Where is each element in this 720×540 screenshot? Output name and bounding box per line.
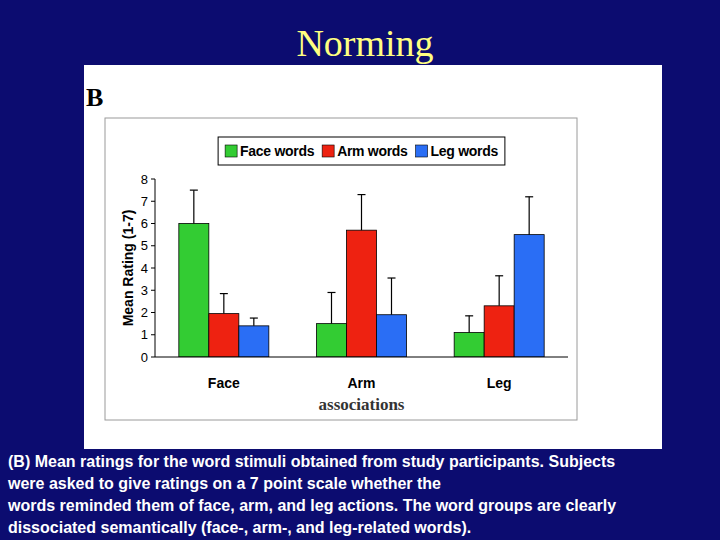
x-tick-label: Face [208, 375, 240, 391]
error-cap [495, 275, 503, 276]
legend-label: Leg words [431, 143, 499, 159]
y-tick-label: 0 [141, 350, 148, 365]
slide: Norming B 0 1 2 3 4 5 6 7 8 Face Arm Leg associations M… [0, 0, 720, 540]
bar [347, 230, 377, 357]
y-tick [151, 245, 155, 246]
error-cap [220, 293, 228, 294]
x-axis-label: associations [319, 395, 405, 414]
y-tick-label: 4 [141, 261, 148, 276]
y-tick-label: 1 [141, 327, 148, 342]
caption-line: were asked to give ratings on a 7 point … [7, 475, 441, 492]
error-bar [358, 195, 366, 231]
error-bar [328, 292, 336, 323]
legend-box [218, 137, 505, 165]
caption-line: dissociated semantically (face-, arm-, a… [8, 519, 471, 536]
error-stem [253, 318, 254, 326]
legend-label: Face words [240, 143, 315, 159]
y-axis [155, 179, 156, 357]
error-bar [525, 197, 533, 235]
bar [454, 333, 484, 357]
y-tick-label: 2 [141, 305, 148, 320]
y-tick-label: 7 [141, 194, 148, 209]
slide-background [0, 0, 720, 540]
error-bar [220, 294, 228, 314]
y-tick [151, 290, 155, 291]
y-tick-label: 5 [141, 238, 148, 253]
x-axis [155, 357, 568, 358]
bar [179, 224, 209, 358]
y-tick [151, 223, 155, 224]
y-tick [151, 357, 155, 358]
error-bar [388, 278, 396, 315]
chart-area [105, 118, 577, 420]
y-tick [151, 312, 155, 313]
error-cap [525, 196, 533, 197]
y-tick [151, 179, 155, 180]
figure-panel [84, 65, 662, 449]
bar [209, 314, 239, 357]
error-cap [250, 317, 258, 318]
plot-area [155, 179, 568, 357]
y-tick [151, 268, 155, 269]
bar [239, 326, 269, 357]
error-cap [465, 315, 473, 316]
error-stem [499, 276, 500, 306]
legend-swatch [322, 145, 334, 157]
error-stem [361, 195, 362, 231]
x-tick-label: Arm [347, 375, 375, 391]
error-stem [193, 190, 194, 223]
error-cap [388, 277, 396, 278]
error-stem [469, 316, 470, 333]
y-tick [151, 334, 155, 335]
error-cap [190, 190, 198, 191]
bar [484, 306, 514, 357]
bar [377, 315, 407, 357]
error-stem [391, 278, 392, 315]
error-bar [250, 318, 258, 326]
error-stem [331, 292, 332, 323]
error-stem [223, 294, 224, 314]
legend: Face words Arm words Leg words [218, 137, 505, 165]
error-bar [465, 316, 473, 333]
bar [317, 324, 347, 357]
error-bar [495, 276, 503, 306]
bars [179, 190, 544, 357]
x-tick-label: Leg [487, 375, 512, 391]
caption-line: words reminded them of face, arm, and le… [7, 497, 616, 514]
error-cap [328, 292, 336, 293]
bar [514, 235, 544, 357]
y-tick [151, 201, 155, 202]
y-tick-label: 6 [141, 216, 148, 231]
panel-label: B [86, 83, 103, 112]
legend-swatch [225, 145, 237, 157]
legend-items: Face words Arm words Leg words [225, 143, 498, 159]
legend-label: Arm words [337, 143, 408, 159]
error-bar [190, 190, 198, 223]
legend-swatch [416, 145, 428, 157]
slide-title: Norming [296, 22, 433, 64]
caption-line: (B) Mean ratings for the word stimuli ob… [8, 453, 615, 470]
error-cap [358, 194, 366, 195]
y-tick-label: 3 [141, 283, 148, 298]
y-tick-label: 8 [141, 172, 148, 187]
error-stem [529, 197, 530, 235]
y-axis-label: Mean Rating (1-7) [120, 210, 136, 327]
